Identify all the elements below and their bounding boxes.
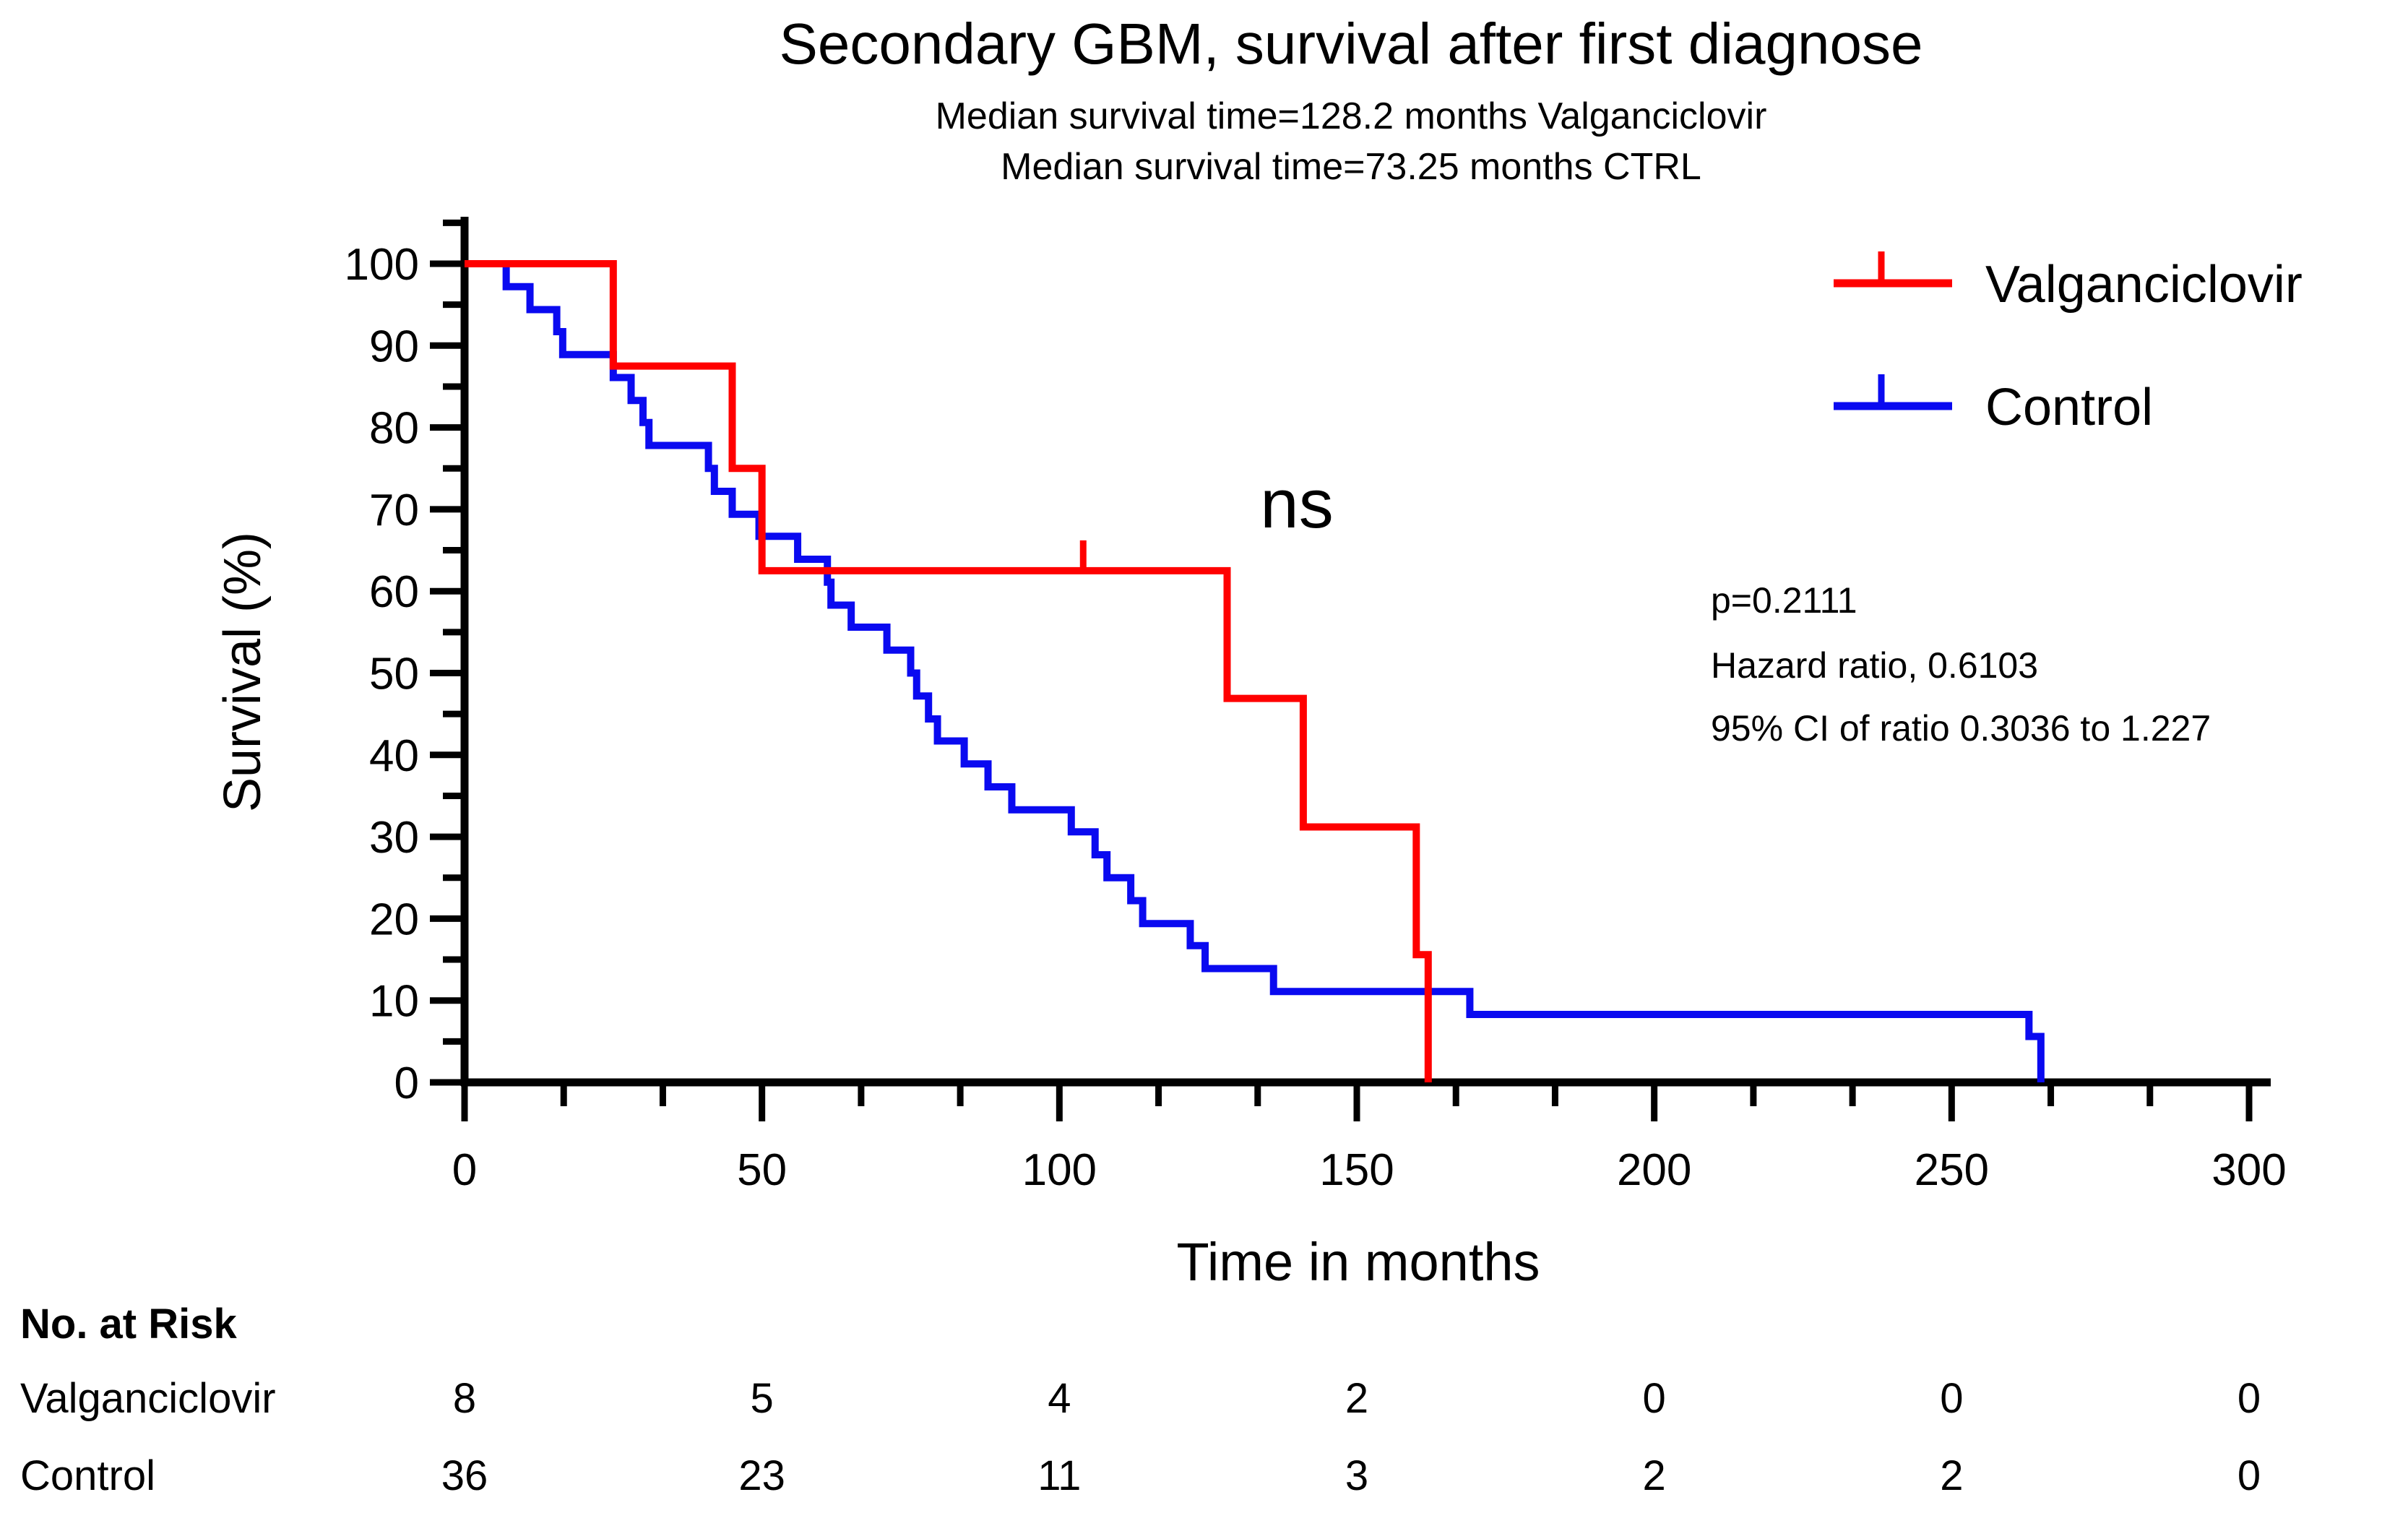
y-tick-label: 40	[369, 731, 419, 781]
risk-value: 2	[1940, 1452, 1963, 1499]
x-tick-label: 50	[737, 1145, 787, 1195]
x-axis-title: Time in months	[1176, 1232, 1540, 1292]
risk-value: 23	[738, 1452, 785, 1499]
stats-block: p=0.2111 Hazard ratio, 0.6103 95% CI of …	[1711, 580, 2211, 749]
x-axis: 0 50 100 150 200 250 300 Time in months	[452, 1078, 2287, 1292]
hazard-ratio-text: Hazard ratio, 0.6103	[1711, 645, 2038, 686]
ns-annotation: ns	[1260, 465, 1333, 543]
x-tick-label: 0	[452, 1145, 477, 1195]
x-axis-tick-labels: 0 50 100 150 200 250 300	[452, 1145, 2287, 1195]
risk-value: 0	[2237, 1375, 2261, 1422]
legend-label-control: Control	[1985, 379, 2153, 436]
risk-value: 4	[1048, 1375, 1071, 1422]
x-tick-label: 250	[1915, 1145, 1989, 1195]
legend-label-valganciclovir: Valganciclovir	[1985, 256, 2303, 314]
y-tick-label: 70	[369, 486, 419, 535]
y-tick-label: 60	[369, 567, 419, 617]
risk-value: 0	[2237, 1452, 2261, 1499]
y-tick-label: 10	[369, 977, 419, 1027]
y-tick-label: 20	[369, 895, 419, 944]
risk-value: 2	[1643, 1452, 1666, 1499]
x-tick-label: 300	[2211, 1145, 2286, 1195]
header: Secondary GBM, survival after first diag…	[780, 12, 1923, 188]
y-axis: 0 10 20 30 40 50 60 70 80 90 100 Survival (%)	[214, 217, 469, 1108]
x-tick-label: 150	[1319, 1145, 1394, 1195]
x-axis-ticks	[461, 1082, 2253, 1121]
risk-table-values: 8 5 4 2 0 0 0 36 23 11 3 2 2 0	[441, 1375, 2261, 1499]
control-curve	[465, 260, 2045, 1082]
risk-row-label-valganciclovir: Valganciclovir	[20, 1375, 276, 1422]
page-title: Secondary GBM, survival after first diag…	[780, 12, 1923, 76]
risk-value: 5	[751, 1375, 774, 1422]
y-tick-label: 80	[369, 404, 419, 454]
ci-text: 95% CI of ratio 0.3036 to 1.227	[1711, 708, 2211, 749]
x-tick-label: 100	[1022, 1145, 1097, 1195]
risk-row-label-control: Control	[20, 1452, 155, 1499]
risk-value: 8	[453, 1375, 476, 1422]
legend-item-valganciclovir: Valganciclovir	[1834, 251, 2303, 314]
legend: Valganciclovir Control	[1834, 251, 2303, 436]
risk-value: 3	[1345, 1452, 1368, 1499]
y-tick-label: 50	[369, 650, 419, 699]
p-value-text: p=0.2111	[1711, 580, 1857, 621]
risk-table: No. at Risk Valganciclovir Control 8 5 4 2 0…	[20, 1301, 2261, 1499]
y-tick-label: 100	[345, 240, 419, 290]
y-tick-label: 0	[394, 1059, 419, 1108]
x-tick-label: 200	[1617, 1145, 1691, 1195]
subtitle-valganciclovir: Median survival time=128.2 months Valgan…	[936, 95, 1767, 137]
valganciclovir-curve	[465, 260, 1432, 1082]
risk-value: 0	[1643, 1375, 1666, 1422]
survival-curves	[465, 260, 2045, 1082]
risk-value: 11	[1037, 1452, 1081, 1499]
y-axis-title: Survival (%)	[214, 532, 272, 812]
risk-table-title: No. at Risk	[20, 1301, 237, 1348]
risk-value: 36	[441, 1452, 488, 1499]
y-axis-ticks	[430, 219, 465, 1086]
legend-item-control: Control	[1834, 374, 2153, 436]
y-tick-label: 30	[369, 813, 419, 863]
subtitle-ctrl: Median survival time=73.25 months CTRL	[1001, 146, 1701, 188]
y-axis-tick-labels: 0 10 20 30 40 50 60 70 80 90 100	[345, 240, 419, 1108]
risk-value: 2	[1345, 1375, 1368, 1422]
risk-value: 0	[1940, 1375, 1963, 1422]
y-tick-label: 90	[369, 322, 419, 371]
